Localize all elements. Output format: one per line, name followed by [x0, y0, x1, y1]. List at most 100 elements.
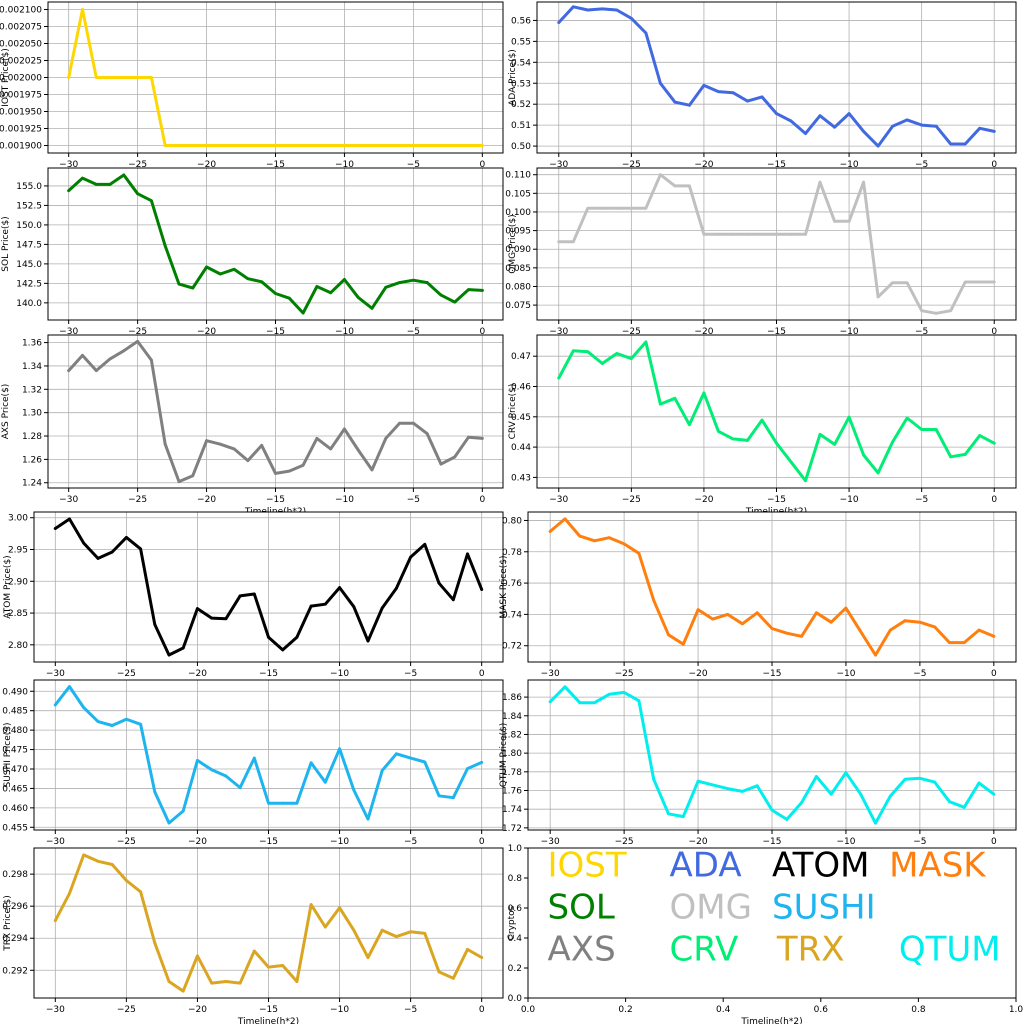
data-point: [68, 685, 71, 689]
data-point: [717, 90, 720, 94]
x-tick-label: −10: [840, 327, 859, 337]
data-point: [933, 780, 937, 784]
data-point: [218, 144, 222, 147]
data-point: [548, 700, 552, 704]
x-axis-label: Timeline(h*2): [740, 1017, 802, 1024]
data-point: [163, 442, 167, 446]
data-point: [246, 459, 250, 462]
y-tick-label: 0.002025: [0, 56, 42, 66]
subplot-7: −30 −25 −20 −15 −10 −5 0 2.80 2.85 2.90 2.95 3.00 AT…: [3, 511, 504, 679]
crypto-label: AXS: [548, 930, 616, 970]
data-point: [136, 76, 140, 79]
data-point: [755, 611, 759, 615]
data-point: [891, 440, 895, 444]
data-point: [139, 722, 142, 726]
data-point: [600, 362, 604, 365]
data-point: [948, 641, 951, 644]
y-axis-label: MASK Price($): [499, 555, 509, 618]
data-point: [423, 543, 427, 546]
data-point: [814, 775, 818, 778]
data-point: [384, 436, 388, 440]
data-point: [238, 981, 242, 985]
y-tick-label: 155.0: [16, 182, 42, 192]
data-point: [741, 790, 744, 793]
subplot-12: IOST ADA ATOM MASK SOL OMG SUSHI AXS CRV TRX QTUM 0…: [507, 844, 1023, 1024]
axes-frame: [527, 847, 1017, 999]
data-point: [726, 613, 730, 616]
data-point: [480, 760, 484, 764]
data-point: [949, 142, 953, 146]
crypto-label: TRX: [776, 930, 845, 970]
y-tick-label: 0.294: [2, 934, 28, 944]
data-point: [804, 132, 807, 135]
data-point: [876, 144, 880, 148]
data-point: [398, 421, 401, 425]
y-tick-label: 0.78: [502, 548, 522, 558]
data-point: [343, 278, 346, 281]
x-tick-label: 0: [991, 327, 997, 337]
y-tick-label: 0.001950: [0, 108, 42, 118]
data-point: [409, 930, 413, 934]
data-point: [992, 280, 996, 284]
y-tick-label: 147.5: [16, 240, 42, 250]
data-point: [829, 792, 833, 796]
data-point: [888, 628, 892, 632]
data-point: [992, 634, 996, 638]
data-point: [629, 206, 633, 210]
data-point: [681, 642, 685, 646]
y-tick-label: 0.090: [505, 245, 531, 255]
data-point: [600, 7, 604, 11]
data-point: [658, 81, 662, 85]
data-point: [962, 805, 966, 809]
y-tick-label: 0.002100: [0, 5, 42, 15]
data-point: [94, 369, 98, 373]
y-tick-label: 0.52: [511, 100, 531, 110]
x-tick-label: −20: [197, 160, 216, 170]
data-point: [992, 441, 996, 445]
x-tick-label: −25: [622, 327, 641, 337]
data-point: [53, 703, 57, 707]
y-tick-label: 0.0: [508, 994, 523, 1004]
data-point: [741, 622, 744, 626]
x-tick-label: 0: [479, 837, 485, 847]
y-tick-label: 0.465: [2, 784, 28, 794]
y-tick-label: 0.45: [511, 413, 531, 423]
data-point: [218, 442, 222, 446]
x-tick-label: 0: [991, 160, 997, 170]
data-point: [352, 928, 356, 932]
data-point: [398, 144, 401, 147]
x-axis-label: Timeline(h*2): [237, 1017, 299, 1024]
data-point: [81, 354, 84, 357]
data-point: [343, 144, 346, 147]
y-axis-label: QTUM Price($): [499, 723, 509, 788]
y-tick-label: 0.095: [505, 227, 531, 237]
data-point: [688, 184, 691, 188]
data-point: [122, 76, 126, 79]
x-tick-label: 0: [991, 669, 997, 679]
data-point: [181, 989, 185, 993]
data-point: [453, 455, 457, 459]
data-point: [467, 435, 470, 439]
data-point: [196, 607, 199, 611]
data-point: [789, 232, 793, 236]
data-point: [963, 142, 967, 146]
y-axis-label: TRX Price($): [3, 895, 13, 951]
x-tick-label: 0: [991, 837, 997, 847]
x-tick-label: 0.8: [911, 1005, 926, 1015]
y-tick-label: 1.24: [22, 479, 42, 489]
data-point: [859, 792, 863, 796]
data-point: [480, 144, 484, 147]
x-tick-label: 0: [479, 327, 485, 337]
data-point: [905, 118, 909, 122]
data-point: [205, 144, 208, 147]
data-point: [196, 759, 199, 762]
data-point: [274, 144, 277, 147]
data-point: [862, 180, 865, 184]
data-point: [267, 801, 270, 805]
x-tick-label: −10: [335, 160, 354, 170]
y-tick-label: 0.50: [511, 142, 531, 152]
x-tick-label: −10: [335, 495, 354, 505]
data-point: [124, 879, 128, 882]
data-point: [267, 635, 270, 639]
data-point: [673, 100, 677, 104]
